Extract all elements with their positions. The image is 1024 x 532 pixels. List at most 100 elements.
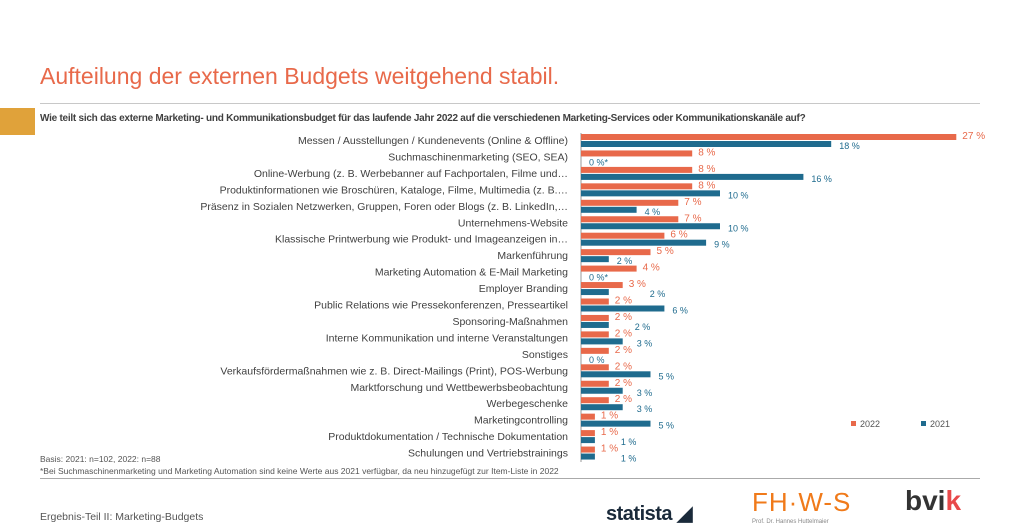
data-label-2022: 8 %: [698, 180, 715, 191]
bar-2021: [581, 239, 707, 246]
bar-2022: [581, 446, 595, 453]
data-label-2022: 2 %: [615, 361, 632, 372]
data-label-2021: 2 %: [617, 256, 633, 266]
footer-text: Ergebnis-Teil II: Marketing-Budgets: [40, 511, 204, 523]
data-label-2021: 3 %: [637, 388, 653, 398]
bar-2021: [581, 289, 609, 296]
bar-2022: [581, 314, 609, 321]
section-marker: [0, 108, 35, 135]
bar-2021: [581, 453, 595, 460]
divider: [40, 478, 980, 479]
data-label-2022: 4 %: [643, 263, 660, 274]
bar-2021: [581, 437, 595, 444]
data-label-2021: 0 %*: [589, 273, 609, 283]
bar-2022: [581, 380, 609, 387]
data-label-2021: 2 %: [650, 289, 666, 299]
data-label-2021: 6 %: [672, 306, 688, 316]
bar-2021: [581, 387, 623, 394]
data-label-2021: 0 %: [589, 355, 605, 365]
bar-2021: [581, 371, 651, 378]
data-label-2021: 5 %: [659, 421, 675, 431]
data-label-2021: 1 %: [621, 454, 637, 464]
category-label: Marketingcontrolling: [474, 415, 568, 427]
category-label: Marktforschung und Wettbewerbsbeobachtun…: [350, 382, 568, 394]
footnote: *Bei Suchmaschinenmarketing und Marketin…: [40, 466, 559, 476]
bar-2022: [581, 232, 665, 239]
page-title: Aufteilung der externen Budgets weitgehe…: [40, 63, 560, 89]
category-label: Produktdokumentation / Technische Dokume…: [328, 431, 568, 443]
data-label-2022: 7 %: [684, 197, 701, 208]
data-label-2022: 5 %: [657, 246, 674, 257]
data-label-2022: 1 %: [601, 427, 618, 438]
bar-2022: [581, 298, 609, 305]
bar-2022: [581, 265, 637, 272]
data-label-2021: 0 %*: [589, 157, 609, 167]
data-label-2022: 2 %: [615, 328, 632, 339]
fhws-logo-subtitle: Prof. Dr. Hannes Huttelmaier: [752, 519, 829, 525]
legend-swatch-2021: [921, 421, 926, 426]
category-label: Employer Branding: [479, 283, 568, 295]
category-label: Sponsoring-Maßnahmen: [452, 316, 568, 328]
data-label-2021: 5 %: [659, 371, 675, 381]
bar-2021: [581, 256, 609, 263]
category-label: Produktinformationen wie Broschüren, Kat…: [220, 184, 568, 196]
bar-2021: [581, 338, 623, 345]
data-label-2021: 3 %: [637, 404, 653, 414]
data-label-2021: 10 %: [728, 190, 749, 200]
category-label: Interne Kommunikation und interne Verans…: [326, 332, 568, 344]
category-label: Verkaufsfördermaßnahmen wie z. B. Direct…: [220, 365, 568, 377]
data-label-2022: 27 %: [962, 131, 985, 142]
data-label-2022: 2 %: [615, 345, 632, 356]
data-label-2022: 2 %: [615, 378, 632, 389]
category-label: Werbegeschenke: [486, 398, 568, 410]
statista-logo: statista ◢: [606, 503, 692, 525]
category-label: Markenführung: [497, 250, 568, 262]
data-label-2022: 8 %: [698, 147, 715, 158]
bar-2021: [581, 141, 832, 147]
data-label-2022: 2 %: [615, 296, 632, 307]
data-label-2022: 8 %: [698, 164, 715, 175]
data-label-2022: 2 %: [615, 312, 632, 323]
category-label: Online-Werbung (z. B. Werbebanner auf Fa…: [254, 168, 568, 180]
data-label-2021: 10 %: [728, 223, 749, 233]
bar-2021: [581, 420, 651, 427]
basis-note: Basis: 2021: n=102, 2022: n=88: [40, 454, 161, 464]
category-label: Schulungen und Vertriebstrainings: [408, 448, 568, 460]
survey-question: Wie teilt sich das externe Marketing- un…: [40, 113, 806, 124]
bar-2021: [581, 404, 623, 411]
bar-2022: [581, 347, 609, 354]
category-label: Sonstiges: [522, 349, 568, 361]
category-label: Präsenz in Sozialen Netzwerken, Gruppen,…: [200, 201, 568, 213]
bar-2022: [581, 331, 609, 338]
divider: [40, 103, 980, 104]
category-label: Marketing Automation & E-Mail Marketing: [375, 267, 568, 279]
bar-2021: [581, 190, 720, 197]
data-label-2021: 1 %: [621, 437, 637, 447]
bar-2021: [581, 305, 665, 312]
bar-2022: [581, 364, 609, 371]
data-label-2022: 6 %: [670, 230, 687, 241]
legend-label-2021: 2021: [930, 419, 950, 429]
category-label: Suchmaschinenmarketing (SEO, SEA): [388, 151, 568, 163]
category-label: Klassische Printwerbung wie Produkt- und…: [275, 234, 568, 246]
bar-2022: [581, 199, 679, 206]
data-label-2021: 16 %: [811, 174, 832, 184]
data-label-2021: 4 %: [645, 207, 661, 217]
legend-swatch-2022: [851, 421, 856, 426]
bar-2022: [581, 282, 623, 289]
bar-2021: [581, 206, 637, 213]
bar-2022: [581, 134, 957, 140]
bar-2022: [581, 413, 595, 420]
data-label-2021: 9 %: [714, 240, 730, 250]
data-label-2021: 3 %: [637, 338, 653, 348]
legend-label-2022: 2022: [860, 419, 880, 429]
fhws-logo: FH·W-S: [752, 487, 852, 517]
data-label-2021: 2 %: [635, 322, 651, 332]
bar-2022: [581, 249, 651, 256]
bar-2021: [581, 173, 804, 180]
category-label: Messen / Ausstellungen / Kundenevents (O…: [298, 135, 568, 147]
data-label-2022: 1 %: [601, 411, 618, 422]
data-label-2021: 18 %: [839, 141, 860, 151]
bar-2021: [581, 321, 609, 328]
